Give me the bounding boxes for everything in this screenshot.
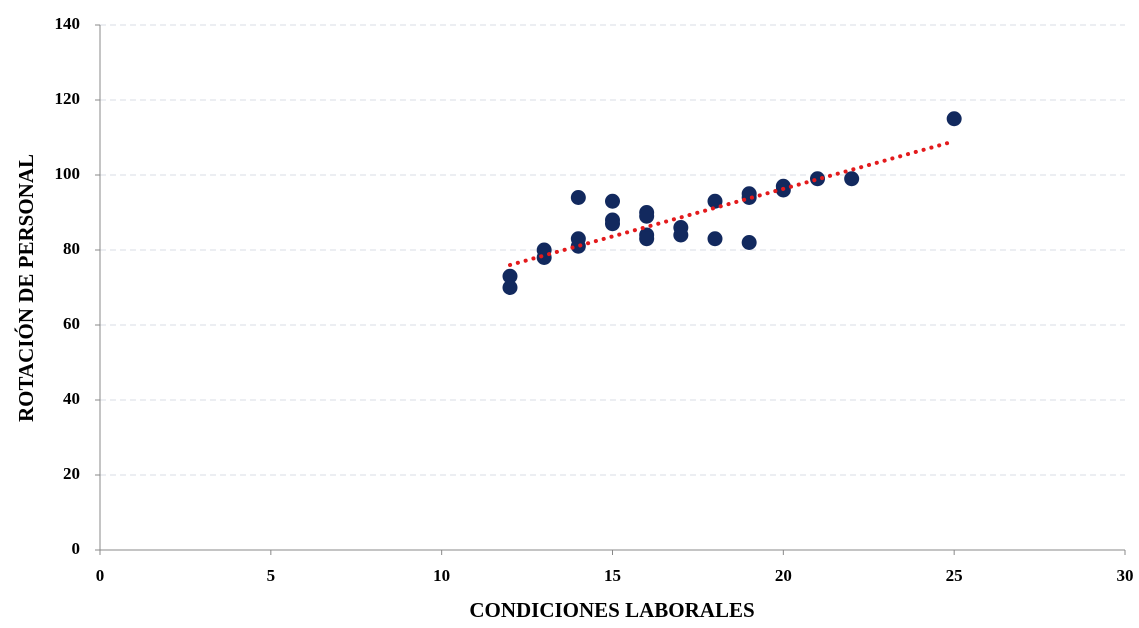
point [502,268,518,284]
x-tick-label: 25 [946,566,963,585]
x-tick-label: 15 [604,566,621,585]
point [605,193,620,209]
point [605,216,620,232]
x-tick-label: 0 [96,566,105,585]
point [844,171,860,187]
point [502,280,518,295]
point [741,235,757,250]
y-axis-label: ROTACIÓN DE PERSONAL [14,154,38,422]
point [707,231,723,247]
y-tick-label: 40 [63,389,80,408]
y-tick-label: 120 [55,89,81,108]
point [570,190,586,205]
point [639,208,655,224]
point [639,231,655,247]
point [570,238,586,254]
y-tick-label: 20 [63,464,80,483]
x-tick-label: 5 [267,566,276,585]
x-tick-label: 20 [775,566,792,585]
x-tick-label: 10 [433,566,450,585]
x-tick-label: 30 [1117,566,1134,585]
y-tick-label: 100 [55,164,81,183]
point [946,111,962,127]
x-axis-label: CONDICIONES LABORALES [469,598,754,622]
y-tick-label: 80 [63,239,80,258]
y-tick-label: 140 [55,14,81,33]
y-tick-label: 60 [63,314,80,333]
y-tick-label: 0 [72,539,81,558]
point [673,227,689,243]
point [741,190,757,205]
point [810,171,825,187]
point [707,193,723,209]
